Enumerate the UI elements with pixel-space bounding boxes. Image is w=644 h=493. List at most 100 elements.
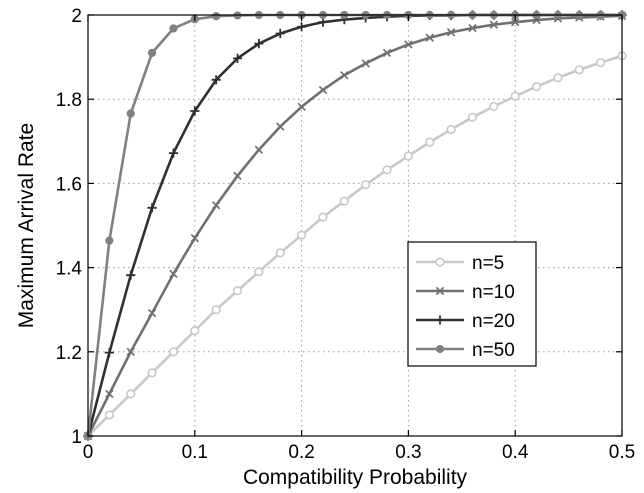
data-point-n50 (212, 12, 221, 21)
y-tick-label: 1.2 (56, 343, 82, 364)
data-point-n10 (361, 59, 370, 68)
data-point-n20 (147, 203, 157, 213)
data-point-n10 (489, 20, 499, 29)
data-point-n10 (254, 145, 264, 154)
x-tick-label: 0 (83, 442, 94, 463)
y-tick-label: 1.8 (56, 90, 82, 111)
data-point-n10 (126, 347, 135, 357)
data-point-n10 (211, 201, 221, 210)
data-point-n5 (168, 347, 179, 357)
y-tick-label: 2 (71, 6, 82, 27)
legend-item-n20: n=20 (416, 311, 515, 332)
legend-label: n=10 (472, 282, 515, 303)
data-point-n50 (147, 48, 157, 57)
data-point-n10 (340, 71, 349, 80)
series-line-n50 (86, 13, 622, 437)
legend: n=5 n=10 n=20 n=50 (407, 241, 537, 367)
data-point-n5 (190, 326, 200, 336)
data-point-n10 (147, 308, 157, 318)
data-point-n5 (403, 151, 414, 161)
x-tick-label: 0.3 (395, 442, 421, 463)
data-point-n10 (105, 389, 114, 399)
data-point-n20 (190, 106, 200, 116)
data-point-n5 (275, 248, 285, 258)
x-axis-title: Compatibility Probability (243, 466, 468, 489)
data-point-n5 (553, 73, 563, 83)
data-point-n5 (382, 165, 392, 175)
series-line-n20 (86, 13, 622, 437)
data-point-n20 (297, 22, 307, 32)
y-axis-title: Maximum Arrival Rate (15, 123, 38, 328)
data-point-n20 (232, 53, 243, 63)
data-point-n20 (104, 348, 114, 358)
series-n20 (83, 10, 627, 441)
data-point-n5 (126, 389, 136, 399)
data-point-n20 (254, 39, 264, 49)
data-point-n10 (297, 102, 306, 111)
data-point-n20 (126, 270, 136, 280)
data-point-n5 (531, 81, 542, 92)
data-point-n20 (275, 28, 285, 39)
data-point-n5 (596, 57, 606, 68)
data-point-n5 (318, 212, 328, 222)
data-point-n10 (382, 48, 392, 58)
legend-marker (435, 344, 445, 354)
x-tick-label: 0.4 (502, 442, 529, 463)
data-point-n20 (168, 148, 179, 158)
legend-item-n10: n=10 (416, 282, 515, 303)
series-n5 (83, 51, 627, 441)
series-layer (83, 10, 627, 441)
legend-marker (435, 315, 445, 325)
data-point-n5 (489, 101, 499, 111)
data-point-n10 (510, 17, 520, 27)
x-tick-label: 0.1 (182, 442, 208, 463)
data-point-n5 (339, 196, 349, 206)
data-point-n5 (425, 137, 435, 147)
y-tick-label: 1.6 (56, 174, 82, 195)
legend-box (407, 241, 537, 367)
data-point-n5 (297, 230, 307, 240)
data-point-n5 (574, 65, 584, 75)
data-point-n5 (104, 410, 114, 420)
x-tick-label: 0.2 (288, 442, 314, 463)
legend-label: n=20 (472, 311, 515, 332)
data-point-n50 (169, 24, 178, 33)
grid (88, 15, 622, 436)
legend-item-n50: n=50 (416, 340, 515, 361)
legend-label: n=5 (472, 253, 504, 274)
data-point-n10 (169, 269, 178, 279)
y-tick-label: 1.4 (56, 259, 83, 280)
data-point-n50 (126, 109, 135, 118)
data-point-n5 (446, 124, 456, 135)
series-n50 (83, 10, 627, 441)
data-point-n5 (147, 368, 157, 378)
series-n10 (83, 11, 627, 441)
x-tick-label: 0.5 (609, 442, 635, 463)
series-line-n5 (87, 54, 623, 437)
data-point-n10 (404, 40, 413, 49)
data-point-n5 (232, 286, 243, 296)
data-point-n5 (361, 180, 371, 190)
data-point-n10 (233, 171, 242, 181)
data-point-n20 (211, 75, 221, 85)
data-point-n50 (105, 236, 114, 245)
data-point-n10 (446, 28, 456, 37)
data-point-n10 (276, 122, 285, 131)
plot-frame (87, 14, 623, 437)
data-point-n5 (510, 91, 520, 101)
data-point-n5 (467, 112, 478, 122)
data-point-n5 (211, 305, 221, 315)
series-line-n10 (86, 14, 623, 437)
legend-marker (435, 257, 445, 267)
data-point-n10 (425, 33, 434, 42)
data-point-n10 (190, 233, 200, 243)
legend-label: n=50 (472, 340, 515, 361)
legend-marker (435, 286, 445, 296)
data-point-n5 (254, 267, 264, 277)
data-point-n10 (318, 85, 328, 95)
axes: 0 0.1 0.2 0.3 0.4 0.5 1 1.2 1.4 1.6 1.8 2 (56, 6, 636, 463)
legend-item-n5: n=5 (416, 253, 504, 274)
y-tick-label: 1 (71, 427, 82, 448)
data-point-n10 (468, 23, 477, 33)
